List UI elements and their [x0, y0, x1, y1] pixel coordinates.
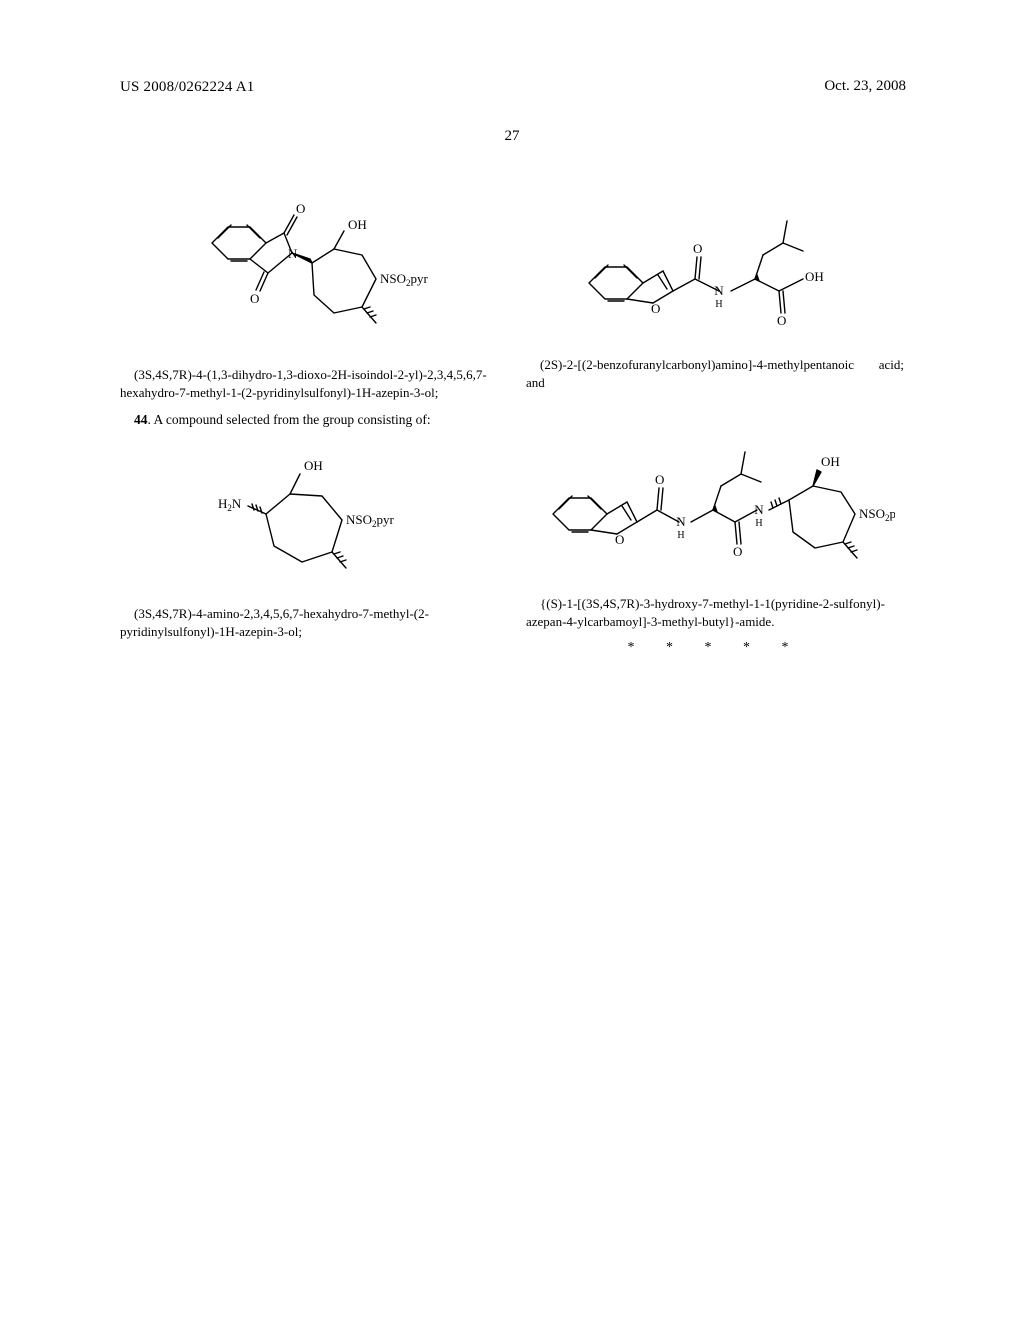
label-nh-4a: N [676, 514, 686, 529]
label-oh: OH [348, 217, 367, 232]
end-marker: * * * * * [526, 640, 904, 656]
label-n: N [288, 246, 298, 261]
left-column: OH N O O NSO2pyr (3S,4S,7R)-4-(1,3-dihyd… [120, 180, 498, 656]
label-nso2pyr-4: NSO2pyr [859, 506, 895, 523]
label-nh-3u: H [715, 299, 722, 310]
label-oh-3: OH [805, 269, 824, 284]
chem-structure-4: O O N H O N H OH NSO2pyr [526, 409, 904, 589]
content-columns: OH N O O NSO2pyr (3S,4S,7R)-4-(1,3-dihyd… [120, 180, 904, 656]
label-o2: O [250, 291, 259, 306]
label-oh-2: OH [304, 458, 323, 473]
caption-2: (3S,4S,7R)-4-amino-2,3,4,5,6,7-hexahydro… [120, 605, 498, 640]
caption-1: (3S,4S,7R)-4-(1,3-dihydro-1,3-dioxo-2H-i… [120, 366, 498, 401]
label-nh-3: N [714, 283, 724, 298]
right-column: O O N H O OH (2S)-2-[(2-benzofuranylcarb… [526, 180, 904, 656]
caption-4: {(S)-1-[(3S,4S,7R)-3-hydroxy-7-methyl-1-… [526, 595, 904, 630]
claim-44: 44. A compound selected from the group c… [120, 411, 498, 429]
label-nh-4b: N [754, 502, 764, 517]
label-o-4b: O [615, 532, 624, 547]
chem-structure-3: O O N H O OH [526, 180, 904, 350]
chem-structure-1: OH N O O NSO2pyr [120, 180, 498, 360]
label-o-4a: O [655, 472, 664, 487]
label-o-3c: O [777, 313, 786, 328]
label-nso2pyr-2: NSO2pyr [346, 512, 395, 529]
label-oh-4: OH [821, 454, 840, 469]
label-o-4c: O [733, 544, 742, 559]
label-h2n: H2N [218, 496, 242, 513]
label-nh-4au: H [677, 530, 684, 541]
label-o1: O [296, 201, 305, 216]
label-o-3b: O [651, 301, 660, 316]
page-number: 27 [0, 128, 1024, 145]
label-o-3a: O [693, 241, 702, 256]
claim-number: 44 [134, 412, 148, 427]
claim-text: . A compound selected from the group con… [148, 412, 431, 427]
page-header: US 2008/0262224 A1 Oct. 23, 2008 [0, 78, 1024, 96]
publication-date: Oct. 23, 2008 [824, 78, 906, 95]
publication-number: US 2008/0262224 A1 [120, 79, 254, 95]
chem-structure-2: OH H2N NSO2pyr [120, 439, 498, 599]
caption-3: (2S)-2-[(2-benzofuranylcarbonyl)amino]-4… [526, 356, 904, 391]
label-nh-4bu: H [755, 518, 762, 529]
label-nso2pyr: NSO2pyr [380, 271, 429, 288]
